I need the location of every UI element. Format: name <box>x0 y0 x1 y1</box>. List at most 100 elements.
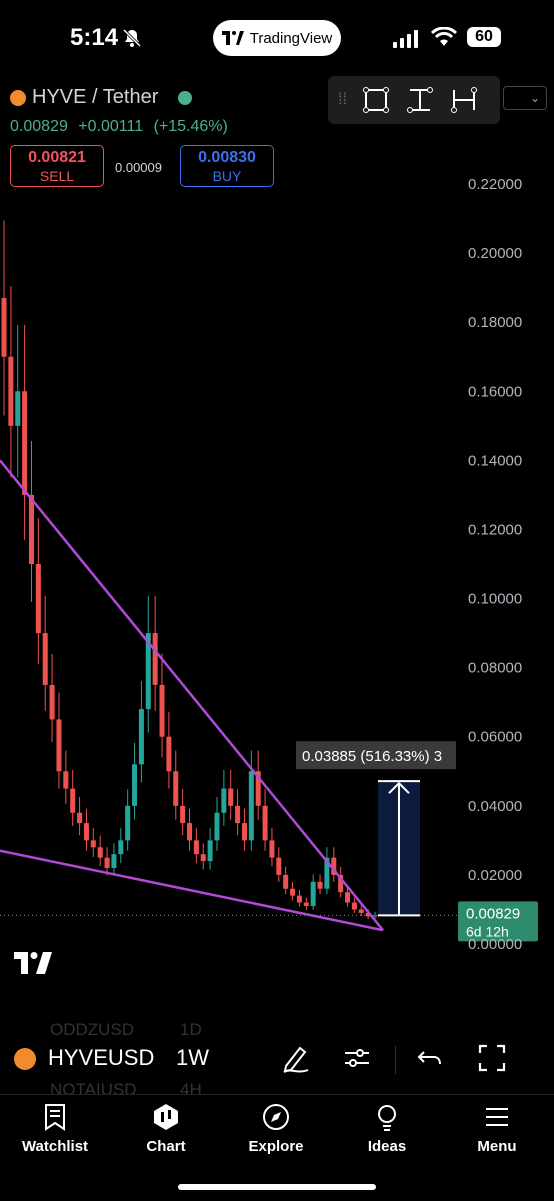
sell-button[interactable]: 0.00821 SELL <box>10 145 104 187</box>
candle-body <box>145 633 151 710</box>
candle-body <box>166 736 172 772</box>
price-axis-label: 0.06000 <box>468 729 522 746</box>
candle-body <box>207 840 213 862</box>
candle-body <box>159 684 165 737</box>
candle-body <box>248 771 254 841</box>
tab-bar <box>0 1094 554 1201</box>
candle-body <box>118 840 124 855</box>
candle-body <box>173 771 179 806</box>
candle-body <box>324 857 330 889</box>
change-abs: +0.00111 <box>78 118 144 135</box>
fullscreen-icon[interactable] <box>476 1042 508 1074</box>
price-axis-label: 0.20000 <box>468 245 522 262</box>
watchlist-icon <box>45 1104 65 1131</box>
candle-body <box>331 857 337 875</box>
price-axis-label: 0.16000 <box>468 383 522 400</box>
signal-icon <box>393 30 418 48</box>
candle-body <box>358 909 364 913</box>
candle-body <box>90 840 96 848</box>
price-axis-label: 0.08000 <box>468 660 522 677</box>
price-tag-countdown: 6d 12h <box>466 923 509 939</box>
candle-body <box>276 857 282 875</box>
candle-body <box>63 771 69 789</box>
lower-trendline <box>0 849 384 932</box>
candle-body <box>235 805 241 824</box>
candle-body <box>338 874 344 893</box>
indicators-sliders-icon[interactable] <box>341 1042 373 1074</box>
candle-body <box>365 912 371 917</box>
candle-body <box>296 895 302 903</box>
tab-chart[interactable]: Chart <box>116 1102 216 1155</box>
buy-button[interactable]: 0.00830 BUY <box>180 145 274 187</box>
price-range-tool-icon[interactable] <box>402 82 438 118</box>
candle-body <box>200 854 206 862</box>
status-time: 5:14 <box>70 24 119 51</box>
rectangle-tool-icon[interactable] <box>358 82 394 118</box>
status-bar: 5:14 TradingView 60 <box>0 0 554 76</box>
candle-body <box>22 391 28 495</box>
tab-ideas[interactable]: Ideas <box>337 1102 437 1155</box>
candle-body <box>310 881 316 906</box>
price-axis: 0.22000 0.20000 0.18000 0.16000 0.14000 0.120… <box>468 176 522 953</box>
candle-body <box>28 494 34 564</box>
change-pct: (+15.46%) <box>153 118 228 135</box>
candle-body <box>15 391 21 426</box>
candle-body <box>138 709 144 765</box>
app-pill-label: TradingView <box>249 29 333 47</box>
tab-label: Chart <box>146 1138 186 1155</box>
compass-icon <box>263 1104 289 1130</box>
battery-indicator: 60 <box>467 27 501 47</box>
candle-body <box>97 847 103 858</box>
coin-logo-icon <box>10 89 26 106</box>
price-axis-label: 0.00000 <box>468 936 522 953</box>
buy-price: 0.00830 <box>198 149 256 166</box>
tab-explore[interactable]: Explore <box>226 1102 326 1155</box>
candle-body <box>49 684 55 720</box>
drag-grip-icon[interactable]: ⁞⁞ <box>338 91 347 108</box>
market-open-indicator <box>178 90 193 105</box>
candle-body <box>214 812 220 841</box>
drawing-toolbar[interactable]: ⁞⁞ <box>328 76 500 124</box>
symbol-header[interactable]: HYVE / Tether <box>10 86 193 109</box>
candle-body <box>303 902 309 906</box>
chart-area[interactable]: 0.03885 (516.33%) 3 0.00829 6d 12h 0.22000… <box>0 76 554 1000</box>
candle-body <box>290 888 296 896</box>
ghost-symbol-1: ODDZUSD <box>50 1020 135 1039</box>
price-axis-label: 0.12000 <box>468 521 522 538</box>
symbol-selector[interactable]: HYVEUSD <box>48 1045 155 1070</box>
lightbulb-icon <box>378 1105 396 1131</box>
candle-body <box>35 564 41 634</box>
drawing-pen-icon[interactable] <box>280 1042 312 1074</box>
undo-icon[interactable] <box>414 1042 446 1074</box>
tab-label: Watchlist <box>21 1138 89 1155</box>
tab-label: Explore <box>248 1138 304 1155</box>
date-range-tool-icon[interactable] <box>446 82 482 118</box>
candle-body <box>187 823 192 841</box>
hamburger-icon <box>486 1108 508 1126</box>
spread-value: 0.00009 <box>115 160 162 175</box>
tab-label: Ideas <box>367 1138 407 1155</box>
candle-body <box>317 881 323 889</box>
upper-trendline <box>0 459 384 931</box>
chart-icon <box>154 1104 178 1130</box>
measure-label: 0.03885 (516.33%) 3 <box>302 748 442 765</box>
sell-label: SELL <box>39 168 75 184</box>
buy-label: BUY <box>212 168 242 184</box>
candle-body <box>111 854 117 868</box>
price-tag-value: 0.00829 <box>466 905 520 922</box>
candle-body <box>1 298 7 357</box>
last-price: 0.00829 <box>10 118 68 135</box>
tab-menu[interactable]: Menu <box>447 1102 547 1155</box>
tab-watchlist[interactable]: Watchlist <box>5 1102 105 1155</box>
app-pill[interactable]: TradingView <box>213 20 341 56</box>
candle-body <box>228 788 234 806</box>
chevron-down-icon[interactable]: ⌄ <box>503 86 547 110</box>
tradingview-logo-icon <box>221 31 244 45</box>
interval-selector[interactable]: 1W <box>176 1045 209 1070</box>
price-axis-label: 0.14000 <box>468 452 522 469</box>
price-axis-label: 0.04000 <box>468 798 522 815</box>
candle-body <box>241 823 247 841</box>
toolbar-divider <box>395 1046 396 1074</box>
